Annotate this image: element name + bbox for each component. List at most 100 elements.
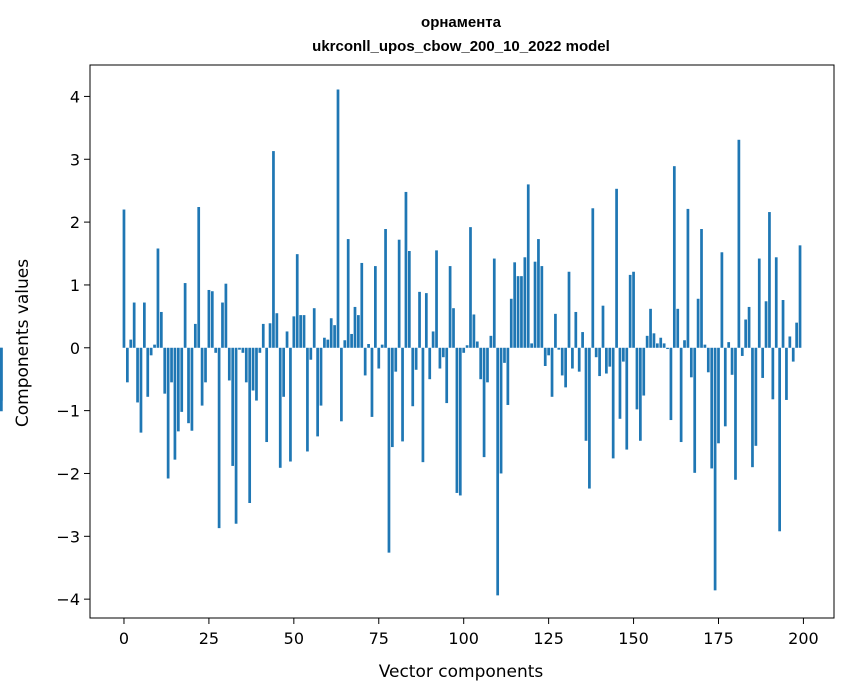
- bar-10: [156, 248, 160, 348]
- bar-139: [594, 347, 598, 358]
- bar-186: [754, 347, 758, 446]
- bar-113: [506, 347, 510, 405]
- chart-subtitle: ukrconll_upos_cbow_200_10_2022 model: [312, 38, 610, 55]
- bar-74: [374, 266, 377, 348]
- y-axis-label: Components values: [13, 259, 33, 427]
- bar-196: [788, 336, 792, 348]
- bar-26: [210, 291, 214, 348]
- bar-5: [139, 347, 143, 433]
- bar-28: [217, 347, 221, 529]
- bar-77: [384, 229, 387, 348]
- x-tick-label: 50: [284, 629, 304, 648]
- bar-11: [159, 311, 163, 348]
- bar-88: [421, 347, 425, 463]
- bar-83: [404, 191, 408, 348]
- bar-171: [703, 344, 707, 348]
- bar-168: [693, 347, 697, 473]
- bar-91: [431, 331, 435, 348]
- bar-114: [509, 298, 513, 348]
- bar-87: [418, 291, 421, 348]
- bar-2: [129, 339, 133, 348]
- x-tick-label: 150: [618, 629, 649, 648]
- bar-198: [795, 322, 798, 348]
- bar-12: [163, 347, 167, 394]
- bar-53: [302, 315, 306, 348]
- bar-158: [659, 337, 663, 348]
- bar-122: [537, 239, 540, 348]
- bar-41: [261, 323, 265, 348]
- y-tick-label: −2: [56, 464, 80, 483]
- bar-38: [251, 347, 255, 391]
- bar-164: [679, 347, 683, 443]
- plot-frame: [89, 64, 835, 619]
- bar-9: [153, 344, 156, 348]
- bar-160: [666, 347, 669, 350]
- bar-151: [635, 347, 639, 410]
- bar-63: [336, 89, 340, 348]
- bar-153: [642, 347, 646, 396]
- bar-24: [204, 347, 207, 383]
- bar-162: [672, 166, 676, 348]
- bar-19: [187, 347, 190, 424]
- bar-103: [472, 314, 476, 348]
- bar-90: [428, 347, 432, 380]
- bar-108: [489, 335, 493, 348]
- bar-49: [289, 347, 292, 462]
- bar-17: [180, 347, 184, 412]
- bar-43: [268, 323, 272, 348]
- bar-100: [462, 347, 466, 353]
- bar-57: [316, 347, 319, 437]
- y-tick-label: 3: [70, 150, 80, 169]
- bar-131: [567, 271, 571, 348]
- bar-70: [360, 262, 364, 348]
- bar-136: [584, 347, 588, 441]
- bar-179: [730, 347, 734, 375]
- bar-135: [581, 332, 584, 348]
- bar-185: [751, 347, 754, 468]
- bar-116: [516, 276, 520, 348]
- bar-6: [143, 302, 146, 348]
- bar-157: [655, 343, 659, 348]
- bar-154: [645, 335, 649, 348]
- x-axis-ticks: 0 25 50 75 100 125 150 175 200: [119, 618, 819, 648]
- bar-152: [639, 347, 642, 441]
- bar-86: [414, 347, 418, 370]
- bar-159: [662, 343, 666, 348]
- bar-55: [309, 347, 313, 360]
- bar-50: [292, 316, 296, 348]
- y-tick-label: −4: [56, 590, 80, 609]
- bar-107: [486, 347, 489, 383]
- bar-111: [499, 347, 503, 474]
- bar-143: [608, 347, 612, 367]
- bar-85: [411, 347, 415, 407]
- bar-115: [513, 262, 517, 348]
- bar-68: [353, 306, 357, 348]
- bar-79: [391, 347, 394, 448]
- bar-176: [720, 252, 724, 348]
- bar-102: [469, 227, 472, 348]
- bar-30: [224, 283, 228, 348]
- bar-76: [380, 344, 384, 348]
- bar-129: [560, 347, 564, 376]
- bar-134: [577, 347, 581, 372]
- bar-62: [333, 325, 336, 348]
- bar-59: [323, 337, 326, 348]
- bar-166: [686, 208, 690, 348]
- bar-127: [554, 313, 557, 348]
- x-tick-label: 200: [788, 629, 819, 648]
- bar-172: [706, 347, 710, 373]
- bar-101: [465, 345, 469, 348]
- bar-156: [652, 333, 656, 348]
- bar-140: [598, 347, 601, 377]
- bar-104: [475, 341, 479, 348]
- bar-36: [244, 347, 248, 383]
- bar-58: [319, 347, 323, 406]
- bar-174: [713, 347, 717, 591]
- bar-146: [618, 347, 622, 419]
- bar-25: [207, 289, 211, 348]
- bar-4: [136, 347, 139, 403]
- bar-194: [781, 300, 785, 348]
- bar-75: [377, 347, 381, 369]
- bar-64: [340, 347, 343, 422]
- bar-46: [278, 347, 282, 468]
